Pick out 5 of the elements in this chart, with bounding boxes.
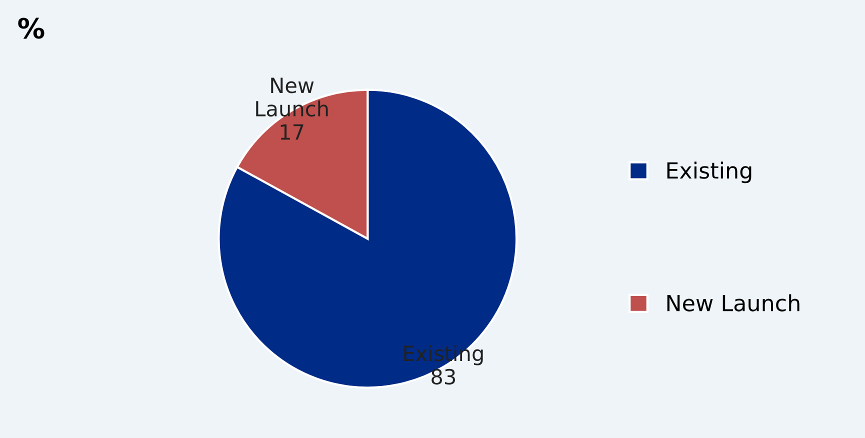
chart-title: % <box>18 18 44 39</box>
data-label: 17 <box>280 124 304 140</box>
data-label: 83 <box>432 368 456 385</box>
legend-label: Existing <box>667 162 752 184</box>
legend-label: New Launch <box>667 294 800 312</box>
